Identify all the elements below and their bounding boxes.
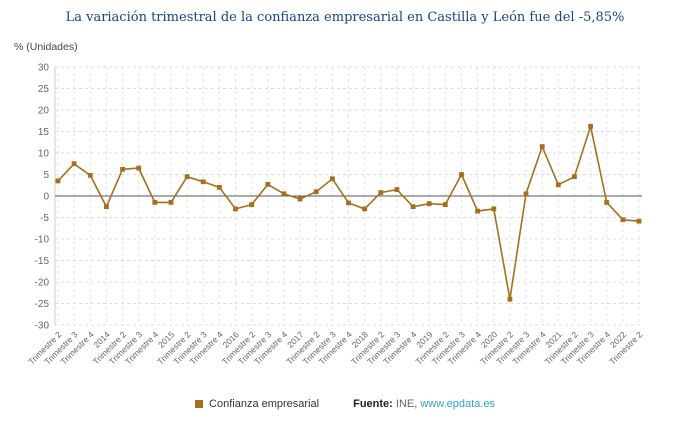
svg-text:-10: -10	[35, 235, 50, 246]
legend-label: Confianza empresarial	[209, 398, 320, 410]
svg-text:20: 20	[38, 106, 50, 117]
svg-text:-30: -30	[35, 321, 50, 332]
svg-text:5: 5	[43, 170, 49, 181]
page-title: La variación trimestral de la confianza …	[65, 10, 625, 25]
svg-text:-5: -5	[40, 213, 49, 224]
svg-text:-20: -20	[35, 278, 50, 289]
legend-item-confianza[interactable]: Confianza empresarial	[195, 398, 319, 410]
svg-text:30: 30	[38, 63, 50, 74]
y-gridlines	[55, 66, 642, 326]
svg-text:-15: -15	[35, 256, 50, 267]
source-note: Fuente: INE, www.epdata.es	[353, 398, 495, 410]
source-label: Fuente:	[353, 398, 393, 410]
legend-marker-icon	[195, 400, 204, 408]
y-axis-labels: -30 -25 -20 -15 -10 -5 0 5 10 15 20 25 30	[35, 63, 50, 332]
chart-footer: Confianza empresarial Fuente: INE, www.e…	[0, 398, 690, 410]
source-name: INE,	[395, 398, 418, 410]
svg-text:25: 25	[38, 84, 50, 95]
series-markers[interactable]	[55, 123, 642, 302]
svg-text:0: 0	[43, 192, 49, 203]
svg-text:15: 15	[38, 127, 50, 138]
svg-text:-25: -25	[35, 299, 50, 310]
epdata-link[interactable]: www.epdata.es	[420, 398, 495, 410]
svg-text:10: 10	[38, 149, 50, 160]
y-axis-unit-label: % (Unidades)	[14, 41, 78, 53]
